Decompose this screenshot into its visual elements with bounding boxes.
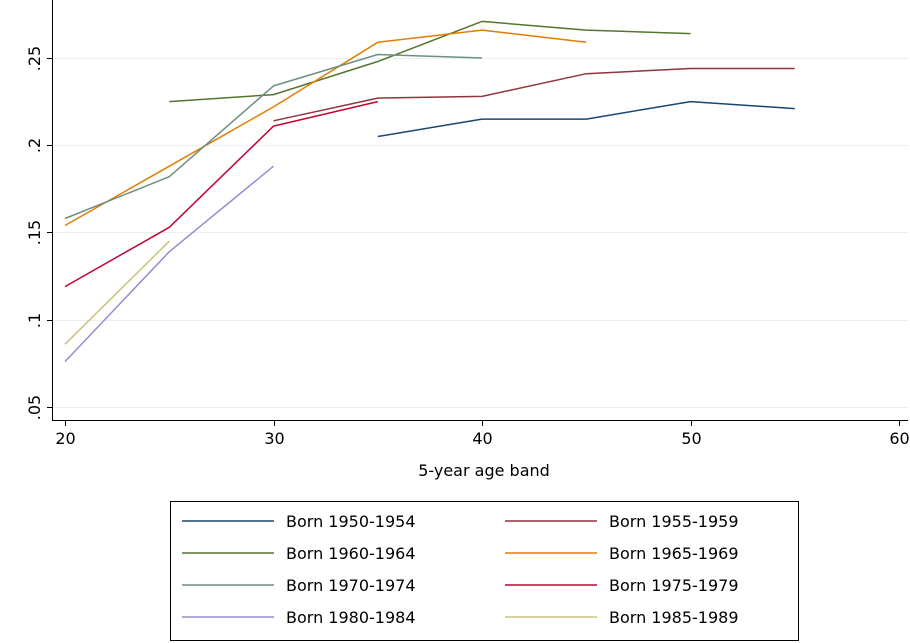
x-tick-label: 40	[472, 429, 492, 448]
y-tick-label: .2	[25, 138, 44, 153]
y-tick-label: .05	[25, 395, 44, 420]
legend-entries: Born 1950-1954 Born 1955-1959 Born 1960-19…	[182, 512, 739, 627]
series-line-born-1985-1989	[64, 240, 170, 345]
legend-frame	[170, 501, 799, 641]
series-line-born-1960-1964	[169, 20, 691, 103]
legend-label: Born 1965-1969	[609, 544, 739, 563]
legend: Born 1950-1954 Born 1955-1959 Born 1960-19…	[170, 501, 799, 641]
tick-marks	[47, 58, 900, 426]
legend-label: Born 1980-1984	[286, 608, 416, 627]
series-line-born-1955-1959	[273, 67, 795, 122]
series-line-born-1950-1954	[377, 100, 795, 138]
series-line-born-1975-1979	[64, 100, 378, 288]
axes	[52, 0, 908, 421]
series-line-born-1980-1984	[64, 165, 274, 363]
series-line-born-1965-1969	[64, 29, 587, 227]
legend-label: Born 1985-1989	[609, 608, 739, 627]
y-tick-label: .1	[25, 313, 44, 328]
series-line-born-1970-1974	[64, 53, 483, 220]
tick-labels: .05 .1 .15 .2 .25 20 30 40 50 60	[25, 46, 910, 448]
legend-label: Born 1975-1979	[609, 576, 739, 595]
gridlines	[53, 58, 908, 408]
series-lines	[64, 20, 795, 363]
x-tick-label: 30	[264, 429, 284, 448]
legend-label: Born 1970-1974	[286, 576, 416, 595]
x-tick-label: 20	[55, 429, 75, 448]
y-tick-label: .25	[25, 46, 44, 71]
legend-label: Born 1960-1964	[286, 544, 416, 563]
x-axis-title: 5-year age band	[418, 461, 550, 480]
x-tick-label: 50	[681, 429, 701, 448]
legend-label: Born 1955-1959	[609, 512, 739, 531]
legend-label: Born 1950-1954	[286, 512, 416, 531]
x-tick-label: 60	[889, 429, 909, 448]
y-tick-label: .15	[25, 220, 44, 245]
